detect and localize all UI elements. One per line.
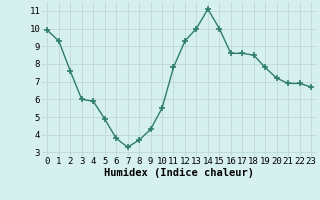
X-axis label: Humidex (Indice chaleur): Humidex (Indice chaleur) xyxy=(104,168,254,178)
